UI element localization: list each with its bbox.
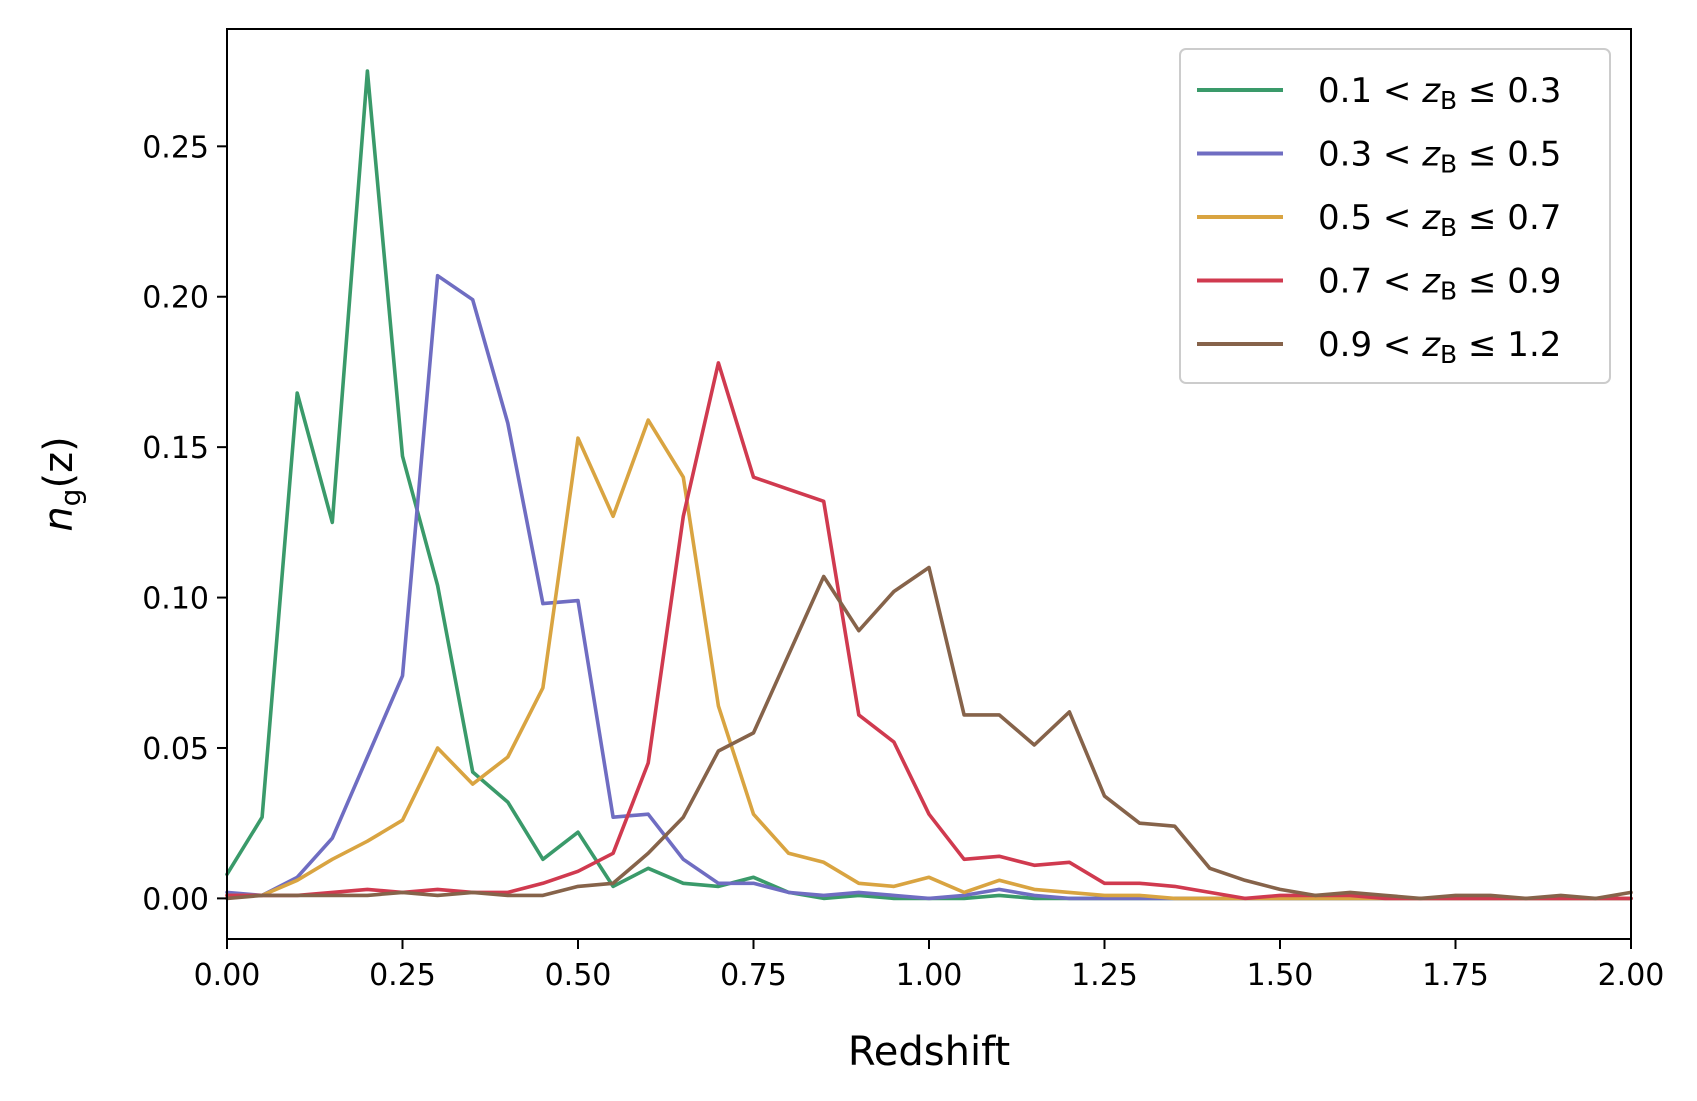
y-axis-title-rest: (z): [36, 436, 82, 488]
series-group: [225, 69, 1633, 901]
x-axis: 0.00 0.25 0.50 0.75 1.00 1.25 1.50 1.75 2.00: [194, 939, 1665, 993]
y-tick-label: 0.15: [142, 431, 209, 466]
series-line-4: [225, 361, 1633, 901]
x-tick-label: 0.75: [720, 958, 787, 993]
legend-label-1: 0.1 < zB ≤ 0.3: [1318, 71, 1561, 115]
legend-box: [1179, 48, 1611, 384]
x-tick-label: 2.00: [1598, 958, 1665, 993]
y-axis-title-sub: g: [54, 489, 87, 507]
x-tick-label: 0.25: [369, 958, 436, 993]
y-tick-label: 0.05: [142, 732, 209, 767]
x-tick-label: 1.50: [1247, 958, 1314, 993]
y-tick-label: 0.20: [142, 281, 209, 316]
y-tick-label: 0.10: [142, 582, 209, 617]
x-tick-label: 0.50: [545, 958, 612, 993]
legend-label-5: 0.9 < zB ≤ 1.2: [1318, 325, 1561, 369]
x-tick-label: 1.25: [1071, 958, 1138, 993]
x-axis-title: Redshift: [848, 1029, 1010, 1075]
series-line-5: [225, 565, 1633, 901]
legend: 0.1 < zB ≤ 0.3 0.3 < zB ≤ 0.5 0.5 < zB ≤ 0…: [1179, 48, 1611, 384]
y-axis-title: ng(z): [36, 436, 87, 531]
y-axis-title-main: n: [36, 506, 82, 531]
legend-label-2: 0.3 < zB ≤ 0.5: [1318, 135, 1561, 179]
legend-label-3: 0.5 < zB ≤ 0.7: [1318, 198, 1561, 242]
y-tick-label: 0.00: [142, 882, 209, 917]
x-tick-label: 1.00: [896, 958, 963, 993]
x-tick-label: 0.00: [194, 958, 261, 993]
y-axis: 0.00 0.05 0.10 0.15 0.20 0.25: [142, 130, 227, 917]
x-tick-label: 1.75: [1422, 958, 1489, 993]
legend-label-4: 0.7 < zB ≤ 0.9: [1318, 262, 1561, 306]
y-tick-label: 0.25: [142, 130, 209, 165]
